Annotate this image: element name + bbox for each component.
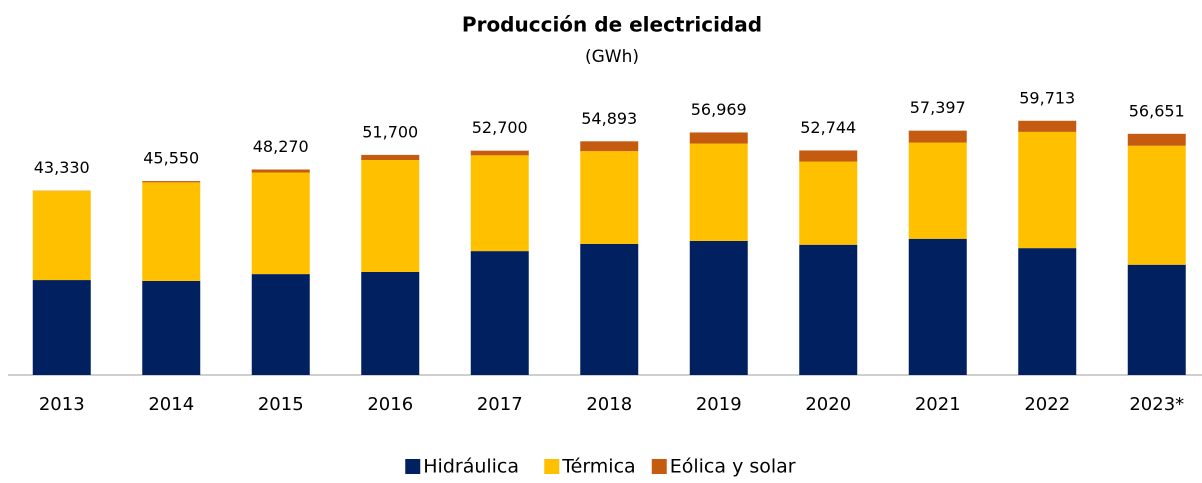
- total-label: 43,330: [34, 158, 90, 177]
- bar-segment: [251, 169, 310, 173]
- bar-segment: [361, 271, 420, 375]
- bar-segment: [470, 251, 529, 375]
- bar-segment: [799, 150, 858, 162]
- bar-segment: [1127, 133, 1186, 146]
- legend-label: Eólica y solar: [670, 456, 796, 478]
- x-tick-label: 2013: [39, 394, 85, 415]
- total-label: 45,550: [143, 149, 199, 168]
- bar-segment: [908, 142, 967, 239]
- x-tick-label: 2019: [696, 394, 742, 415]
- total-label: 52,700: [472, 118, 528, 137]
- x-tick-label: 2017: [477, 394, 523, 415]
- x-tick-label: 2022: [1024, 394, 1070, 415]
- bar-segment: [799, 244, 858, 375]
- chart-title: Producción de electricidad: [462, 13, 762, 37]
- chart-subtitle: (GWh): [585, 47, 639, 67]
- bar-segment: [470, 155, 529, 252]
- bar-segment: [361, 154, 420, 161]
- legend-label: Hidráulica: [423, 456, 519, 478]
- total-label: 52,744: [800, 118, 856, 137]
- bar-segment: [1018, 248, 1077, 375]
- total-label: 59,713: [1019, 88, 1075, 107]
- bar-segment: [251, 274, 310, 375]
- bar-segment: [1018, 120, 1077, 132]
- bar-segment: [580, 141, 639, 152]
- x-tick-label: 2021: [915, 394, 961, 415]
- total-label: 57,397: [910, 98, 966, 117]
- total-label: 54,893: [581, 109, 637, 128]
- total-label: 51,700: [362, 122, 418, 141]
- legend-swatch: [405, 459, 421, 474]
- legend-swatch: [544, 459, 560, 474]
- x-tick-label: 2020: [805, 394, 851, 415]
- bar-segment: [580, 151, 639, 244]
- bar-segment: [470, 150, 529, 156]
- bar-segment: [1018, 131, 1077, 249]
- bar-segment: [689, 132, 748, 144]
- legend-label: Térmica: [561, 456, 635, 478]
- legend-swatch: [651, 459, 667, 474]
- bar-segment: [689, 143, 748, 241]
- bar-segment: [142, 280, 201, 375]
- bar-segment: [908, 238, 967, 375]
- total-label: 56,969: [691, 100, 747, 119]
- bar-segment: [32, 280, 91, 375]
- bar-segment: [1127, 145, 1186, 265]
- bar-segment: [689, 240, 748, 375]
- bar-segment: [580, 243, 639, 375]
- bar-segment: [361, 160, 420, 272]
- x-tick-label: 2018: [586, 394, 632, 415]
- x-tick-label: 2015: [258, 394, 304, 415]
- bar-segment: [1127, 264, 1186, 375]
- x-tick-label: 2014: [148, 394, 194, 415]
- bar-segment: [142, 181, 201, 183]
- bar-segment: [251, 172, 310, 275]
- x-tick-label: 2016: [367, 394, 413, 415]
- bar-segment: [32, 190, 91, 281]
- bar-segment: [799, 161, 858, 245]
- total-label: 56,651: [1129, 101, 1185, 120]
- total-label: 48,270: [253, 137, 309, 156]
- bar-segment: [142, 182, 201, 281]
- bar-segment: [908, 130, 967, 143]
- x-tick-label: 2023*: [1129, 394, 1184, 415]
